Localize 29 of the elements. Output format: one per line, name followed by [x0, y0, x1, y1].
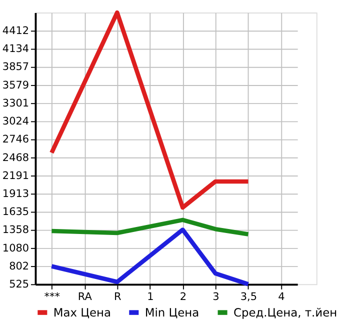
y-tick-label: 1080	[2, 242, 30, 254]
y-tick-label: 1358	[2, 224, 30, 236]
y-tick-label: 4412	[2, 25, 30, 38]
line-series	[50, 10, 250, 210]
x-tick-label: 2	[180, 290, 186, 303]
y-tick-label: 2191	[2, 170, 30, 182]
legend-label: Min Цена	[144, 305, 200, 320]
line-series	[50, 218, 250, 236]
legend-label: Сред.Цена, т.йен	[233, 305, 338, 320]
x-tick-label: R	[114, 290, 122, 303]
y-tick-label: 3857	[2, 61, 30, 74]
x-tick-label: 1	[147, 290, 154, 303]
line-series	[50, 228, 250, 286]
y-tick-label: 802	[9, 260, 30, 272]
y-tick-label: 3301	[2, 97, 30, 110]
legend-label: Max Цена	[53, 305, 111, 320]
y-tick-label: 525	[9, 278, 30, 291]
y-tick-label: 3579	[2, 79, 30, 92]
y-tick-label: 1635	[2, 206, 30, 218]
x-tick-label: 3,5	[240, 290, 258, 303]
y-tick-label: 1913	[2, 188, 30, 200]
y-tick-label: 2468	[2, 152, 30, 164]
x-tick-label: ***	[44, 290, 60, 303]
x-tick-label: 4	[278, 290, 286, 303]
x-tick-label: 3	[212, 290, 220, 303]
y-tick-label: 3024	[2, 116, 30, 128]
x-tick-label: RA	[78, 290, 93, 303]
y-tick-label: 4134	[2, 43, 30, 56]
y-tick-label: 2746	[2, 134, 30, 146]
